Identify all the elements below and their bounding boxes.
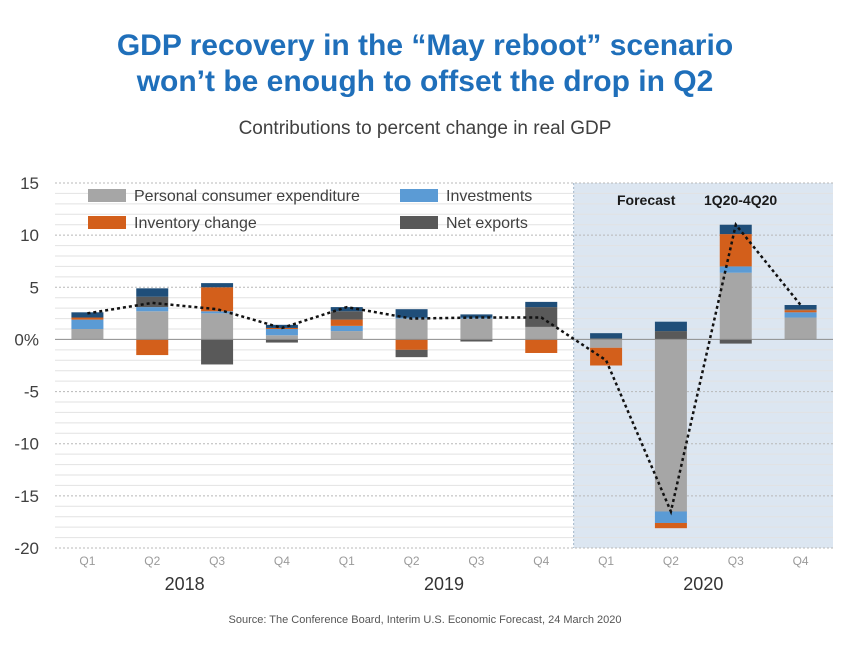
bar-segment bbox=[719, 224, 752, 235]
x-tick-label: Q3 bbox=[728, 554, 744, 568]
x-tick-label: Q4 bbox=[274, 554, 290, 568]
x-tick-label: Q3 bbox=[468, 554, 484, 568]
bar-segment bbox=[201, 339, 234, 365]
bar-segment bbox=[654, 511, 687, 523]
bar-segment bbox=[395, 309, 428, 318]
bar-segment bbox=[136, 296, 169, 308]
source-note: Source: The Conference Board, Interim U.… bbox=[228, 614, 622, 626]
bar-segment bbox=[654, 331, 687, 340]
x-tick-label: Q2 bbox=[404, 554, 420, 568]
bar-segment bbox=[201, 313, 234, 340]
x-tick-label: Q4 bbox=[793, 554, 809, 568]
bar-segment bbox=[590, 333, 623, 339]
bar-segment bbox=[784, 309, 817, 311]
bar-segment bbox=[265, 324, 298, 328]
y-tick-label: -5 bbox=[24, 383, 39, 402]
title-line-1: GDP recovery in the “May reboot” scenari… bbox=[116, 29, 734, 62]
bar-segment bbox=[395, 349, 428, 358]
bar-segment bbox=[525, 326, 558, 340]
legend-label: Personal consumer expenditure bbox=[134, 188, 360, 205]
y-tick-label: -15 bbox=[14, 487, 39, 506]
bar-segment bbox=[654, 321, 687, 332]
chart-title: GDP recovery in the “May reboot” scenari… bbox=[0, 28, 850, 100]
x-tick-label: Q1 bbox=[339, 554, 355, 568]
legend-swatch bbox=[88, 216, 126, 229]
forecast-range-label: 1Q20-4Q20 bbox=[704, 192, 777, 208]
legend-label: Net exports bbox=[446, 215, 528, 232]
bar-segment bbox=[136, 339, 169, 356]
bar-segment bbox=[265, 339, 298, 343]
chart-subtitle: Contributions to percent change in real … bbox=[238, 118, 612, 139]
x-tick-label: Q4 bbox=[533, 554, 549, 568]
bar-segment bbox=[136, 307, 169, 312]
bar-segment bbox=[590, 339, 623, 348]
bar-segment bbox=[265, 329, 298, 336]
x-tick-label: Q2 bbox=[144, 554, 160, 568]
x-tick-label: Q1 bbox=[598, 554, 614, 568]
bar-segment bbox=[71, 319, 104, 329]
bar-segment bbox=[590, 338, 623, 340]
bar-segment bbox=[201, 311, 234, 314]
bar-segment bbox=[654, 339, 687, 512]
bar-segment bbox=[525, 301, 558, 308]
year-label: 2018 bbox=[165, 574, 205, 594]
bar-segment bbox=[71, 312, 104, 318]
legend-label: Investments bbox=[446, 188, 532, 205]
bar-segment bbox=[525, 339, 558, 353]
y-tick-label: 10 bbox=[20, 226, 39, 245]
bar-segment bbox=[330, 311, 363, 320]
gdp-contributions-chart: 15 10 5 0% -5 -10 -15 -20 Q1 Q2 Q3 Q4 Q1 Q2 Q3 Q4 Q1 Q2 Q3… bbox=[14, 174, 833, 594]
year-label: 2020 bbox=[683, 574, 723, 594]
bar-segment bbox=[330, 319, 363, 326]
y-tick-label: -10 bbox=[14, 435, 39, 454]
title-line-2: won’t be enough to offset the drop in Q2 bbox=[136, 65, 714, 98]
bar-segment bbox=[330, 331, 363, 340]
bar-segment bbox=[395, 339, 428, 350]
legend-label: Inventory change bbox=[134, 215, 257, 232]
y-tick-label: -20 bbox=[14, 539, 39, 558]
bar-segment bbox=[719, 266, 752, 273]
legend-swatch bbox=[400, 189, 438, 202]
bar-segment bbox=[784, 317, 817, 340]
y-tick-label: 5 bbox=[30, 278, 39, 297]
bar-segment bbox=[784, 305, 817, 310]
year-label: 2019 bbox=[424, 574, 464, 594]
bar-segment bbox=[71, 329, 104, 340]
bar-segment bbox=[201, 287, 234, 312]
bar-segment bbox=[136, 288, 169, 297]
y-tick-label: 15 bbox=[20, 174, 39, 193]
x-tick-label: Q3 bbox=[209, 554, 225, 568]
legend-swatch bbox=[400, 216, 438, 229]
bar-segment bbox=[460, 339, 493, 342]
legend-swatch bbox=[88, 189, 126, 202]
x-tick-label: Q1 bbox=[79, 554, 95, 568]
bar-segment bbox=[784, 312, 817, 318]
bar-segment bbox=[395, 318, 428, 340]
bar-segment bbox=[201, 283, 234, 288]
bar-segment bbox=[265, 335, 298, 340]
bar-segment bbox=[330, 325, 363, 332]
bar-segment bbox=[590, 347, 623, 366]
forecast-label: Forecast bbox=[617, 192, 676, 208]
bar-segment bbox=[330, 307, 363, 312]
y-tick-label: 0% bbox=[14, 330, 39, 349]
x-tick-label: Q2 bbox=[663, 554, 679, 568]
bar-segment bbox=[460, 318, 493, 340]
bar-segment bbox=[654, 522, 687, 529]
bar-segment bbox=[71, 317, 104, 320]
bar-segment bbox=[719, 339, 752, 344]
bar-segment bbox=[784, 310, 817, 313]
bar-segment bbox=[460, 314, 493, 318]
bar-segment bbox=[136, 311, 169, 340]
bar-segment bbox=[525, 307, 558, 327]
bar-segment bbox=[719, 272, 752, 340]
